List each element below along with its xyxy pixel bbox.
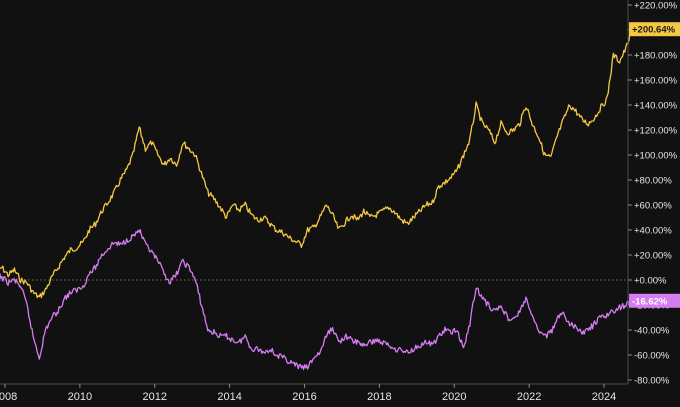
series-layer (0, 28, 633, 371)
x-tick-label: 2012 (143, 391, 167, 403)
y-tick-label: +160.00% (634, 76, 678, 87)
y-tick-label: +0.00% (634, 276, 667, 287)
y-tick-label: +140.00% (634, 101, 678, 112)
x-tick-label: 2010 (68, 391, 92, 403)
y-tick-label: +60.00% (634, 201, 672, 212)
last-value-badge-1 (629, 22, 680, 37)
y-tick-label: +20.00% (634, 251, 672, 262)
x-tick-label: 2018 (367, 391, 391, 403)
y-tick-label: -40.00% (634, 326, 670, 337)
last-value-badges: +200.64% -16.62% (629, 22, 680, 308)
y-tick-label: +100.00% (634, 151, 678, 162)
y-tick-label: -60.00% (634, 351, 670, 362)
series-line-2 (0, 228, 633, 371)
x-tick-label: 2008 (0, 391, 17, 403)
y-tick-label: +80.00% (634, 176, 672, 187)
x-tick-label: 2014 (217, 391, 241, 403)
x-tick-label: 2022 (517, 391, 541, 403)
y-tick-label: +220.00% (634, 1, 678, 12)
last-value-badge-2 (629, 293, 680, 308)
x-axis: 2008 2010 2012 2014 2016 2018 2020 2022 2024 (0, 384, 616, 403)
y-tick-label: +180.00% (634, 51, 678, 62)
y-tick-label: +40.00% (634, 226, 672, 237)
last-value-label-2: -16.62% (632, 296, 668, 307)
series-line-1 (0, 28, 633, 299)
x-tick-label: 2024 (592, 391, 616, 403)
y-tick-label: -80.00% (634, 376, 670, 387)
last-value-label-1: +200.64% (632, 25, 676, 36)
x-tick-label: 2016 (292, 391, 316, 403)
y-tick-label: +120.00% (634, 126, 678, 137)
x-tick-label: 2020 (442, 391, 466, 403)
